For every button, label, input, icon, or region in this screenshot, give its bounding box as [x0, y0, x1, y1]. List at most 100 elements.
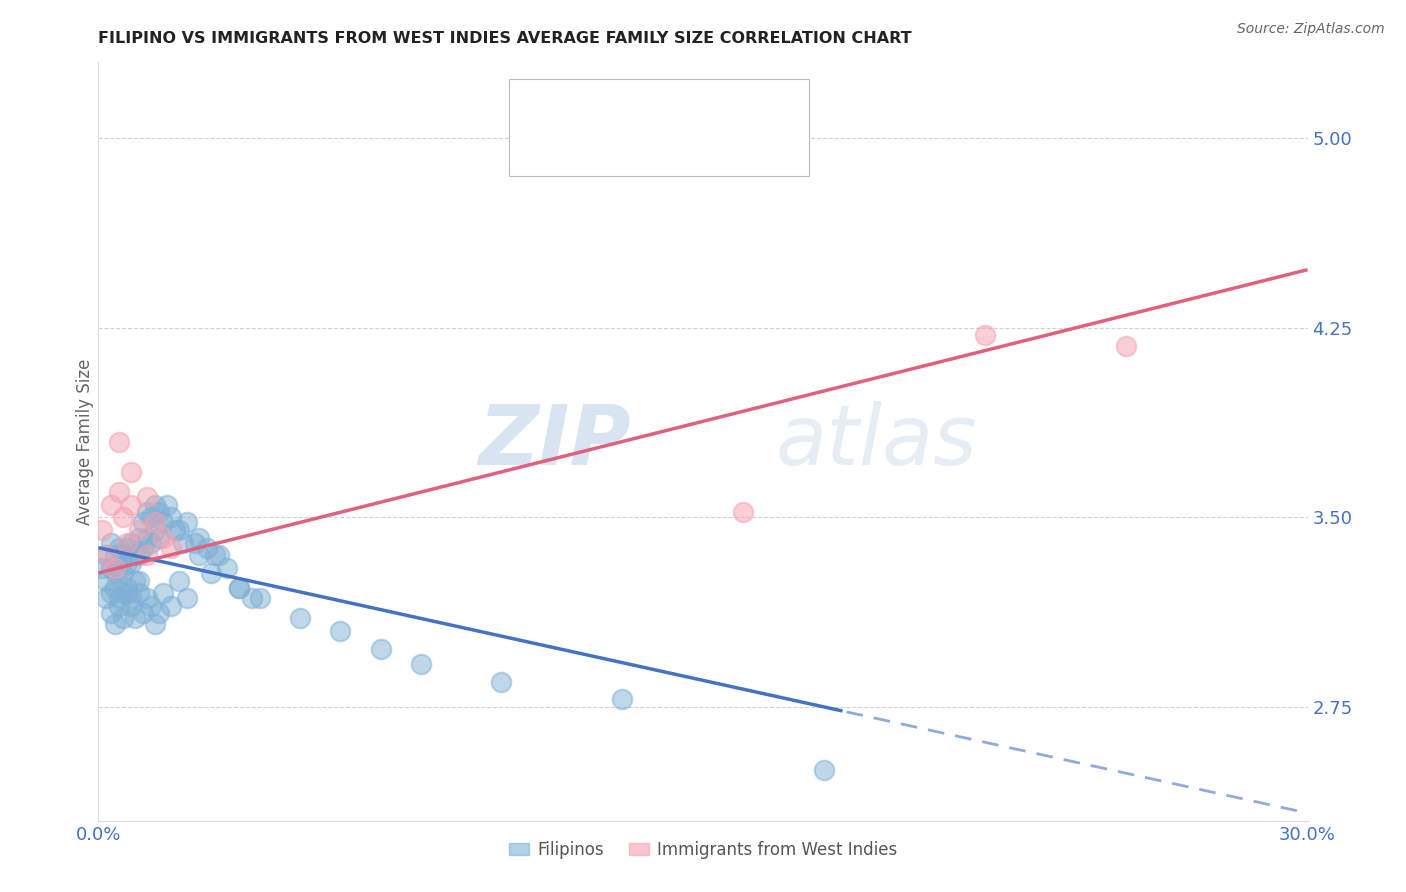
- Point: [152, 586, 174, 600]
- Point: [135, 591, 157, 606]
- Point: [103, 616, 125, 631]
- Point: [100, 561, 122, 575]
- Point: [167, 574, 190, 588]
- Point: [132, 516, 155, 530]
- Point: [128, 531, 150, 545]
- Point: [135, 531, 157, 545]
- Point: [176, 516, 198, 530]
- Point: [135, 505, 157, 519]
- Point: [188, 548, 211, 562]
- Point: [120, 591, 142, 606]
- Point: [120, 599, 142, 613]
- Point: [128, 548, 150, 562]
- Point: [96, 591, 118, 606]
- Point: [160, 510, 183, 524]
- Point: [100, 586, 122, 600]
- Point: [139, 535, 162, 549]
- Point: [148, 531, 170, 545]
- Point: [128, 523, 150, 537]
- Point: [176, 591, 198, 606]
- Point: [409, 657, 432, 671]
- Point: [91, 561, 114, 575]
- Point: [111, 548, 134, 562]
- Point: [184, 535, 207, 549]
- Point: [107, 561, 129, 575]
- Point: [120, 535, 142, 549]
- Point: [111, 586, 134, 600]
- Point: [103, 566, 125, 580]
- Point: [733, 505, 755, 519]
- Point: [152, 516, 174, 530]
- Point: [120, 498, 142, 512]
- Text: R =  0.683: R = 0.683: [578, 143, 666, 161]
- Point: [249, 591, 271, 606]
- Point: [115, 541, 138, 555]
- Point: [160, 541, 183, 555]
- Point: [139, 599, 162, 613]
- Point: [148, 505, 170, 519]
- Point: [152, 531, 174, 545]
- Point: [96, 548, 118, 562]
- Point: [107, 591, 129, 606]
- Point: [148, 607, 170, 621]
- Point: [813, 763, 835, 777]
- Point: [120, 465, 142, 479]
- Point: [124, 548, 146, 562]
- Point: [204, 548, 226, 562]
- Point: [217, 561, 239, 575]
- Point: [115, 581, 138, 595]
- Point: [128, 586, 150, 600]
- Point: [115, 586, 138, 600]
- Point: [115, 556, 138, 570]
- Point: [139, 510, 162, 524]
- Point: [128, 574, 150, 588]
- Point: [143, 498, 166, 512]
- Point: [115, 535, 138, 549]
- Bar: [524, 135, 562, 168]
- Point: [188, 531, 211, 545]
- Point: [974, 328, 997, 343]
- Point: [288, 611, 311, 625]
- Y-axis label: Average Family Size: Average Family Size: [76, 359, 94, 524]
- Point: [200, 566, 222, 580]
- Point: [1115, 338, 1137, 352]
- Point: [124, 574, 146, 588]
- Point: [228, 581, 250, 595]
- Point: [612, 692, 634, 706]
- Text: N = 80: N = 80: [728, 95, 792, 112]
- Point: [167, 523, 190, 537]
- Point: [143, 516, 166, 530]
- Point: [160, 599, 183, 613]
- Point: [103, 548, 125, 562]
- Text: Source: ZipAtlas.com: Source: ZipAtlas.com: [1237, 22, 1385, 37]
- Point: [135, 548, 157, 562]
- Point: [91, 523, 114, 537]
- Point: [107, 541, 129, 555]
- Point: [240, 591, 263, 606]
- Point: [96, 548, 118, 562]
- Point: [156, 498, 179, 512]
- Text: atlas: atlas: [776, 401, 977, 482]
- Point: [228, 581, 250, 595]
- Point: [100, 535, 122, 549]
- Point: [172, 535, 194, 549]
- Point: [111, 510, 134, 524]
- Point: [195, 541, 218, 555]
- Point: [124, 611, 146, 625]
- Point: [103, 581, 125, 595]
- Point: [107, 599, 129, 613]
- Point: [132, 541, 155, 555]
- Point: [143, 616, 166, 631]
- Text: N = 19: N = 19: [728, 143, 792, 161]
- Point: [329, 624, 352, 639]
- Text: FILIPINO VS IMMIGRANTS FROM WEST INDIES AVERAGE FAMILY SIZE CORRELATION CHART: FILIPINO VS IMMIGRANTS FROM WEST INDIES …: [98, 31, 912, 46]
- Point: [103, 561, 125, 575]
- Point: [135, 490, 157, 504]
- Point: [100, 498, 122, 512]
- Point: [143, 523, 166, 537]
- Point: [107, 434, 129, 449]
- Point: [370, 641, 392, 656]
- Point: [208, 548, 231, 562]
- Point: [132, 607, 155, 621]
- Text: R = -0.309: R = -0.309: [578, 95, 666, 112]
